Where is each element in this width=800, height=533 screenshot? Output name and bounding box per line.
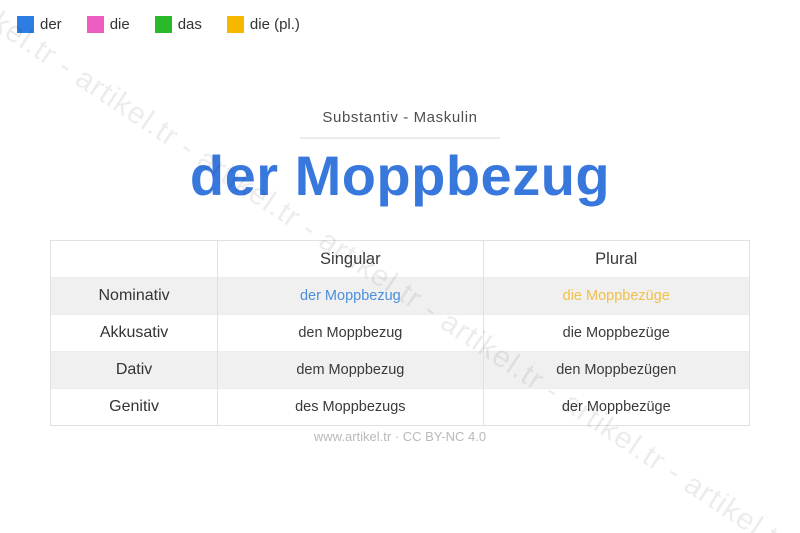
dativ-plural-value: den Moppbezügen	[482, 351, 751, 389]
declension-table: Singular Plural Nominativ der Moppbezug …	[49, 240, 751, 426]
nominativ-plural-value: die Moppbezüge	[482, 277, 751, 315]
legend-label-das: das	[177, 16, 202, 33]
table-row-nominativ: Nominativ der Moppbezug die Moppbezüge	[49, 277, 751, 315]
table-row-genitiv: Genitiv des Moppbezugs der Moppbezüge	[49, 388, 751, 426]
die-plural-color-swatch	[226, 16, 244, 33]
table-row-akkusativ: Akkusativ den Moppbezug die Moppbezüge	[49, 314, 751, 352]
legend-item-der: der	[17, 16, 62, 33]
category-divider	[300, 137, 500, 139]
footer-credit: www.artikel.tr · CC BY-NC 4.0	[313, 429, 487, 444]
case-label-dativ: Dativ	[49, 351, 219, 389]
dativ-singular-value: dem Moppbezug	[217, 351, 484, 389]
gender-legend: der die das die (pl.)	[17, 16, 300, 33]
akkusativ-singular-value: den Moppbezug	[217, 314, 484, 352]
case-label-akkusativ: Akkusativ	[49, 314, 219, 352]
legend-label-die: die	[109, 16, 130, 33]
column-header-singular: Singular	[217, 240, 484, 278]
das-color-swatch	[154, 16, 172, 33]
case-label-genitiv: Genitiv	[49, 388, 219, 426]
legend-label-die-plural: die (pl.)	[249, 16, 300, 33]
legend-item-die: die	[86, 16, 130, 33]
case-label-nominativ: Nominativ	[49, 277, 219, 315]
table-header-row: Singular Plural	[49, 240, 751, 278]
column-header-case	[49, 240, 219, 278]
die-color-swatch	[86, 16, 104, 33]
page-title: der Moppbezug	[189, 144, 611, 207]
der-color-swatch	[17, 16, 34, 33]
nominativ-singular-value: der Moppbezug	[217, 277, 484, 315]
legend-item-das: das	[154, 16, 202, 33]
word-category: Substantiv - Maskulin	[322, 109, 478, 126]
genitiv-singular-value: des Moppbezugs	[217, 388, 484, 426]
column-header-plural: Plural	[482, 240, 751, 278]
akkusativ-plural-value: die Moppbezüge	[482, 314, 751, 352]
genitiv-plural-value: der Moppbezüge	[482, 388, 751, 426]
legend-item-die-plural: die (pl.)	[226, 16, 300, 33]
legend-label-der: der	[40, 16, 62, 33]
table-row-dativ: Dativ dem Moppbezug den Moppbezügen	[49, 351, 751, 389]
